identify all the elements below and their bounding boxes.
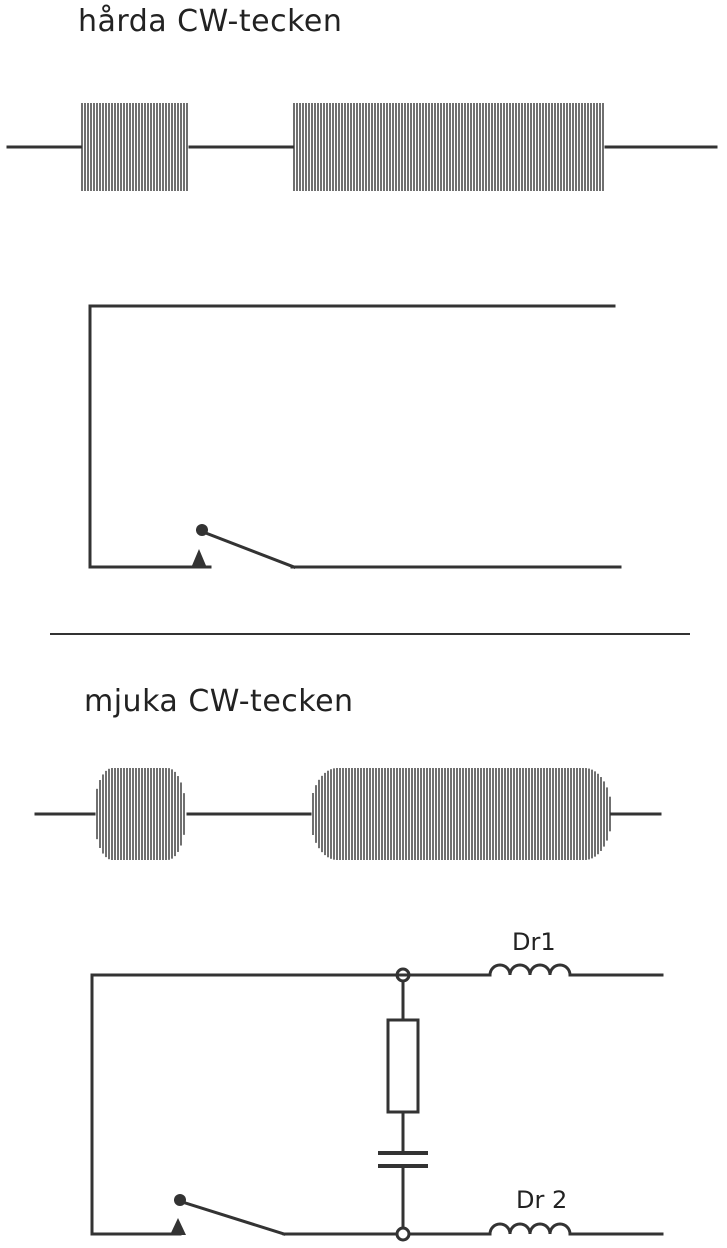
key-contact-icon <box>191 549 207 568</box>
key-lever <box>196 528 296 569</box>
junction-dot <box>395 1226 411 1242</box>
soft-waveform <box>34 768 662 860</box>
soft-burst-short <box>96 768 185 860</box>
choke-dr1-icon <box>488 963 572 977</box>
soft-burst-long <box>312 768 611 860</box>
circuit-wire <box>88 304 616 569</box>
key-knob-icon <box>174 1194 186 1206</box>
section-title-soft: mjuka CW-tecken <box>84 684 354 719</box>
resistor-icon <box>386 1018 420 1114</box>
section-title-hard: hårda CW-tecken <box>78 4 343 39</box>
key-lever <box>174 1198 286 1236</box>
hard-key-circuit <box>88 304 622 569</box>
choke-dr1-label: Dr1 <box>512 928 556 956</box>
hard-waveform <box>6 103 718 191</box>
choke-dr2-label: Dr 2 <box>516 1186 567 1214</box>
choke-dr2-icon <box>488 1222 572 1236</box>
key-knob-icon <box>196 524 208 536</box>
hard-burst-short <box>81 103 188 191</box>
hard-burst-long <box>293 103 604 191</box>
soft-key-circuit: Dr1 Dr 2 <box>90 928 664 1242</box>
key-contact-icon <box>170 1218 186 1235</box>
circuit-wire <box>90 973 405 1236</box>
